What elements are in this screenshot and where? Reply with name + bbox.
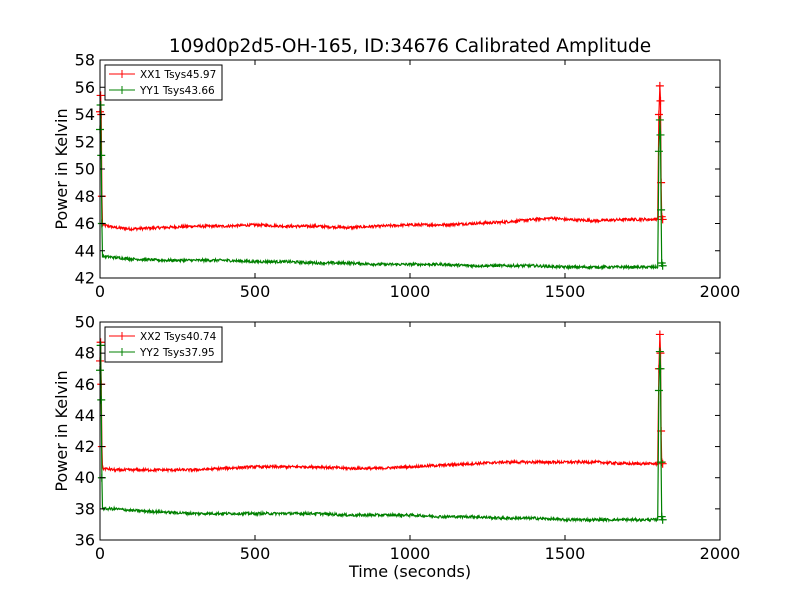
top-series-1-point-28: [656, 96, 665, 105]
top-series-1-point-31: [658, 215, 667, 224]
top-panel-legend-box: [104, 64, 223, 101]
bottom-series-2-point-25: [654, 386, 663, 395]
top-ytick-label: 58: [75, 51, 95, 70]
bottom-ytick-label: 48: [75, 344, 95, 363]
top-panel-legend: XX1 Tsys45.97 YY1 Tsys43.66: [104, 64, 223, 101]
top-series-1-point-27: [655, 81, 664, 90]
top-panel: 0 500 1000 1500 2000 42 44 46 48 50 52 54 56 58 Power…: [52, 51, 740, 302]
top-ytick-label: 48: [75, 187, 95, 206]
bottom-series-2-line: [99, 345, 664, 524]
top-series-1-point-26: [654, 110, 663, 119]
legend-entry-yy2: YY2 Tsys37.95: [139, 347, 215, 359]
top-series-2-point-2: [97, 151, 106, 160]
top-xtick-label: 1500: [545, 282, 586, 301]
legend-marker-yy2: [118, 348, 126, 356]
bottom-panel-ylabel: Power in Kelvin: [52, 370, 71, 491]
bottom-series-2-point-27: [656, 364, 665, 373]
top-series-2-point-25: [654, 147, 663, 156]
top-ytick-label: 54: [75, 105, 95, 124]
top-panel-ticks: 0 500 1000 1500 2000 42 44 46 48 50 52 54 56 58: [75, 51, 741, 302]
top-series-2-point-26: [655, 115, 664, 124]
bottom-panel-ticks: 0 500 1000 1500 2000 36 38 40 42 44 46 48 50: [75, 313, 741, 564]
bottom-ytick-label: 36: [75, 531, 95, 550]
bottom-ytick-label: 50: [75, 313, 95, 332]
top-ytick-label: 56: [75, 78, 95, 97]
bottom-panel-legend: XX2 Tsys40.74 YY2 Tsys37.95: [104, 326, 223, 363]
bottom-ytick-label: 42: [75, 437, 95, 456]
bottom-series-2-point-28: [657, 458, 666, 467]
top-series-2-point-1: [96, 100, 105, 109]
top-series-2-point-28: [657, 205, 666, 214]
bottom-xtick-label: 1000: [390, 544, 431, 563]
bottom-ytick-label: 46: [75, 375, 95, 394]
legend-entry-xx1: XX1 Tsys45.97: [140, 69, 216, 81]
bottom-ytick-label: 38: [75, 499, 95, 518]
bottom-xtick-label: 2000: [700, 544, 741, 563]
legend-entry-yy1: YY1 Tsys43.66: [139, 85, 215, 97]
bottom-series-1-line: [99, 334, 664, 474]
bottom-series-1-point-26: [655, 330, 664, 339]
top-xtick-label: 1000: [390, 282, 431, 301]
top-series-2-point-30: [658, 261, 667, 270]
top-panel-ylabel: Power in Kelvin: [52, 108, 71, 229]
bottom-xtick-label: 1500: [545, 544, 586, 563]
bottom-xtick-label: 500: [240, 544, 271, 563]
top-xtick-label: 2000: [700, 282, 741, 301]
bottom-panel-xlabel: Time (seconds): [348, 562, 471, 581]
top-series-2-point-27: [656, 130, 665, 139]
bottom-ytick-label: 40: [75, 468, 95, 487]
legend-entry-xx2: XX2 Tsys40.74: [140, 331, 217, 343]
legend-marker-yy1: [118, 86, 126, 94]
bottom-series-2-point-1: [96, 341, 105, 350]
top-ytick-label: 50: [75, 160, 95, 179]
top-ytick-label: 52: [75, 132, 95, 151]
legend-marker-xx1: [118, 70, 126, 78]
top-series-1-point-1: [96, 91, 105, 100]
top-panel-traces: [96, 81, 667, 271]
top-xtick-label: 0: [95, 282, 105, 301]
bottom-series-2-point-26: [655, 347, 664, 356]
legend-marker-xx2: [118, 332, 126, 340]
top-ytick-label: 42: [75, 269, 95, 288]
top-ytick-label: 46: [75, 214, 95, 233]
top-series-1-line: [99, 85, 664, 232]
chart-title: 109d0p2d5-OH-165, ID:34676 Calibrated Am…: [169, 36, 651, 57]
top-series-2-line: [99, 104, 664, 271]
bottom-panel: 0 500 1000 1500 2000 36 38 40 42 44 46 48 50 Power i…: [52, 313, 740, 582]
top-ytick-label: 44: [75, 241, 95, 260]
bottom-panel-legend-box: [104, 326, 223, 363]
bottom-xtick-label: 0: [95, 544, 105, 563]
bottom-series-2-point-30: [658, 515, 667, 524]
bottom-ytick-label: 44: [75, 406, 95, 425]
bottom-series-2-point-2: [97, 395, 106, 404]
bottom-series-1-point-30: [658, 459, 667, 468]
top-xtick-label: 500: [240, 282, 271, 301]
